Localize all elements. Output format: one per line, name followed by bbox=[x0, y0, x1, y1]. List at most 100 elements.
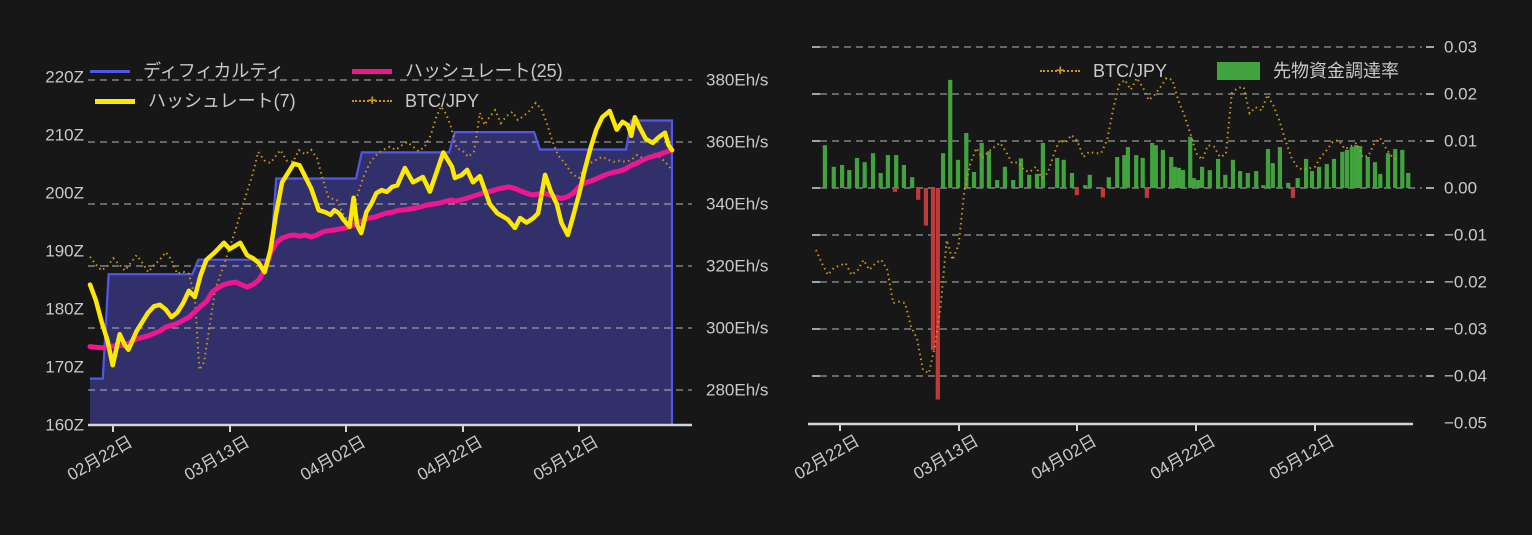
series-difficulty-area bbox=[90, 120, 672, 425]
legend-item-btcjpy-left: + BTC/JPY bbox=[352, 92, 479, 110]
funding-bar-positive bbox=[1115, 157, 1120, 188]
funding-bar-negative bbox=[892, 188, 898, 192]
funding-bar-positive bbox=[1406, 173, 1411, 188]
y-axis-label-funding: 0.00 bbox=[1444, 178, 1478, 198]
funding-bar-positive bbox=[1385, 153, 1391, 188]
y-axis-label-difficulty: 210Z bbox=[45, 125, 84, 145]
funding-bar-positive bbox=[1140, 157, 1145, 188]
funding-bar-positive bbox=[1265, 149, 1271, 188]
funding-bar-positive bbox=[1393, 149, 1398, 188]
series-btcjpy-dotted-right bbox=[815, 76, 1399, 375]
funding-bar-positive bbox=[870, 153, 876, 188]
funding-bar-positive bbox=[1270, 163, 1275, 188]
legend-item-hashrate25: ハッシュレート(25) bbox=[352, 62, 563, 80]
y-axis-label-difficulty: 220Z bbox=[45, 67, 84, 87]
hashrate25-line-swatch bbox=[352, 68, 392, 74]
legend-label-hashrate25: ハッシュレート(25) bbox=[405, 61, 563, 81]
funding-bar-negative bbox=[935, 188, 940, 400]
funding-bar-positive bbox=[1172, 166, 1177, 188]
funding-bar-positive bbox=[1349, 147, 1354, 188]
funding-bar-positive bbox=[948, 79, 953, 188]
funding-bar-positive bbox=[1040, 142, 1045, 188]
series-difficulty-line bbox=[90, 119, 674, 425]
funding-bar-positive bbox=[885, 155, 890, 188]
funding-bar-positive bbox=[1087, 174, 1092, 188]
funding-bar-positive bbox=[1223, 174, 1228, 188]
y-axis-label-difficulty: 180Z bbox=[45, 299, 84, 319]
funding-bar-negative bbox=[923, 188, 928, 226]
funding-bar-negative bbox=[1144, 188, 1149, 198]
y-axis-label-hashrate: 360Eh/s bbox=[706, 132, 769, 152]
y-axis-label-funding: −0.04 bbox=[1444, 366, 1488, 386]
funding-bar-positive bbox=[1295, 178, 1300, 188]
funding-bar-positive bbox=[1230, 159, 1236, 188]
y-axis-label-hashrate: 320Eh/s bbox=[706, 256, 769, 276]
y-axis-label-difficulty: 170Z bbox=[45, 357, 84, 377]
legend-item-btcjpy-right: + BTC/JPY bbox=[1040, 62, 1167, 80]
funding-bar-positive bbox=[1207, 170, 1212, 188]
funding-bar-positive bbox=[1188, 136, 1193, 188]
y-axis-label-hashrate: 300Eh/s bbox=[706, 318, 769, 338]
funding-bar-positive bbox=[1238, 171, 1243, 188]
funding-bar-positive bbox=[1191, 178, 1196, 188]
funding-bar-positive bbox=[1261, 185, 1266, 188]
funding-bar-positive bbox=[1027, 174, 1032, 188]
funding-bar-positive bbox=[901, 165, 906, 188]
funding-bar-negative bbox=[1100, 188, 1105, 198]
funding-bar-positive bbox=[971, 172, 977, 188]
funding-bar-positive bbox=[1358, 146, 1363, 188]
funding-bar-positive bbox=[840, 165, 845, 188]
y-axis-label-difficulty: 200Z bbox=[45, 183, 84, 203]
funding-bar-positive bbox=[1340, 151, 1345, 188]
funding-bar-positive bbox=[1134, 155, 1139, 188]
y-axis-label-funding: −0.05 bbox=[1444, 413, 1488, 433]
funding-bar-positive bbox=[1083, 185, 1088, 188]
funding-bar-positive bbox=[878, 173, 883, 188]
y-axis-label-difficulty: 160Z bbox=[45, 415, 84, 435]
legend-label-difficulty: ディフィカルティ bbox=[143, 61, 285, 81]
funding-bar-positive bbox=[1195, 180, 1200, 188]
funding-bar-positive bbox=[1254, 171, 1259, 188]
funding-bar-negative bbox=[1074, 188, 1079, 196]
funding-bar-positive bbox=[1176, 167, 1181, 188]
funding-bar-positive bbox=[1331, 158, 1337, 188]
legend-label-funding-rate: 先物資金調達率 bbox=[1273, 61, 1399, 81]
funding-bar-positive bbox=[1245, 173, 1250, 188]
funding-bar-positive bbox=[1317, 166, 1322, 188]
funding-bar-positive bbox=[1150, 142, 1155, 188]
funding-bar-positive bbox=[979, 142, 984, 188]
legend-label-btcjpy-right: BTC/JPY bbox=[1093, 61, 1168, 81]
y-axis-label-hashrate: 340Eh/s bbox=[706, 194, 769, 214]
funding-bar-positive bbox=[1011, 180, 1016, 188]
y-axis-label-hashrate: 380Eh/s bbox=[706, 70, 769, 90]
funding-bar-positive bbox=[1372, 162, 1378, 188]
funding-bar-positive bbox=[1002, 166, 1007, 188]
funding-bar-positive bbox=[1055, 157, 1060, 188]
funding-bar-positive bbox=[831, 166, 836, 188]
funding-bar-positive bbox=[1324, 164, 1329, 188]
funding-bar-positive bbox=[1378, 173, 1383, 188]
funding-bar-positive bbox=[1200, 166, 1205, 188]
funding-bar-positive bbox=[1106, 177, 1111, 188]
funding-bar-positive bbox=[1018, 158, 1023, 188]
funding-bar-positive bbox=[1286, 182, 1291, 188]
funding-bar-positive bbox=[1160, 149, 1165, 188]
series-hashrate7-line bbox=[87, 108, 675, 368]
funding-rate-bar-swatch bbox=[1217, 62, 1260, 80]
btcjpy-dotted-swatch: + bbox=[352, 93, 392, 109]
funding-bar-positive bbox=[1400, 149, 1405, 188]
funding-bar-positive bbox=[854, 157, 860, 188]
legend-item-funding-rate: 先物資金調達率 bbox=[1217, 62, 1399, 80]
legend-item-difficulty: ディフィカルティ bbox=[90, 62, 284, 80]
funding-bar-positive bbox=[955, 159, 961, 188]
funding-bar-negative bbox=[930, 188, 936, 351]
funding-bar-positive bbox=[1304, 158, 1309, 188]
funding-bar-positive bbox=[910, 177, 915, 188]
funding-bar-positive bbox=[1353, 145, 1358, 188]
funding-bar-positive bbox=[1122, 155, 1127, 188]
y-axis-label-funding: 0.03 bbox=[1444, 37, 1478, 57]
funding-bar-positive bbox=[1309, 171, 1315, 188]
funding-bar-positive bbox=[1034, 173, 1040, 188]
legend-label-btcjpy-left: BTC/JPY bbox=[405, 91, 480, 111]
